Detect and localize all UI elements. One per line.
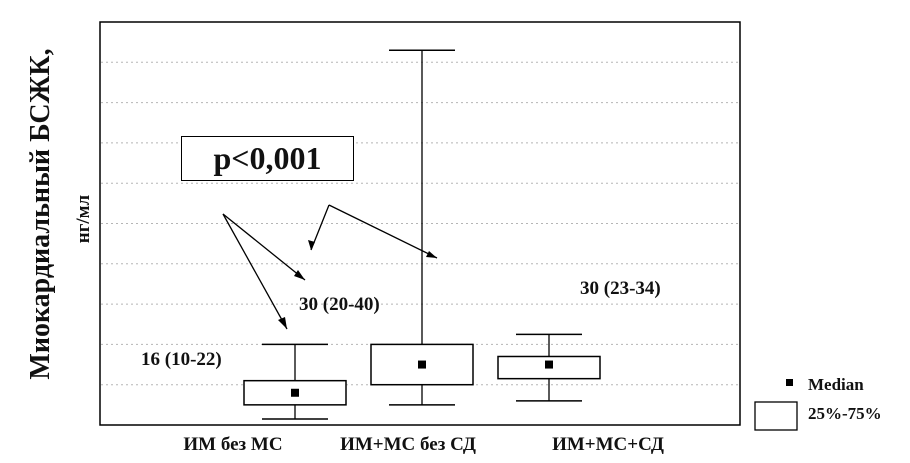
- x-tick-label: ИМ+МС+СД: [552, 434, 664, 455]
- arrows-group: [222, 204, 438, 330]
- legend-median-marker: [786, 379, 793, 386]
- legend-box-swatch: [754, 401, 798, 431]
- arrow-line: [222, 213, 288, 330]
- grid-lines: [101, 61, 739, 386]
- arrow-line: [328, 204, 438, 259]
- y-axis-label: Миокардиальный БСЖК,: [25, 48, 56, 380]
- arrow-head: [308, 240, 315, 250]
- x-tick-label: ИМ+МС без СД: [340, 434, 476, 455]
- annotation-group-2: 30 (20-40): [299, 294, 380, 315]
- p-value-label: p<0,001: [213, 140, 322, 176]
- boxes-group: [243, 49, 601, 420]
- y-axis-unit-label: нг/мл: [73, 194, 94, 244]
- annotation-group-3: 30 (23-34): [580, 278, 661, 299]
- arrow-line: [222, 213, 306, 281]
- median-marker: [291, 388, 299, 397]
- p-value-box: p<0,001: [181, 136, 354, 181]
- plot-frame: [99, 21, 741, 426]
- arrow-head: [426, 251, 437, 258]
- x-tick-label: ИМ без МС: [183, 434, 283, 455]
- legend-median-label: Median: [808, 375, 864, 394]
- legend-box-label: 25%-75%: [808, 404, 882, 423]
- median-marker: [418, 360, 426, 369]
- annotation-group-1: 16 (10-22): [141, 349, 222, 370]
- arrow-head: [294, 270, 305, 280]
- median-marker: [545, 360, 553, 369]
- legend-group: [754, 379, 798, 431]
- arrow-head: [278, 317, 287, 329]
